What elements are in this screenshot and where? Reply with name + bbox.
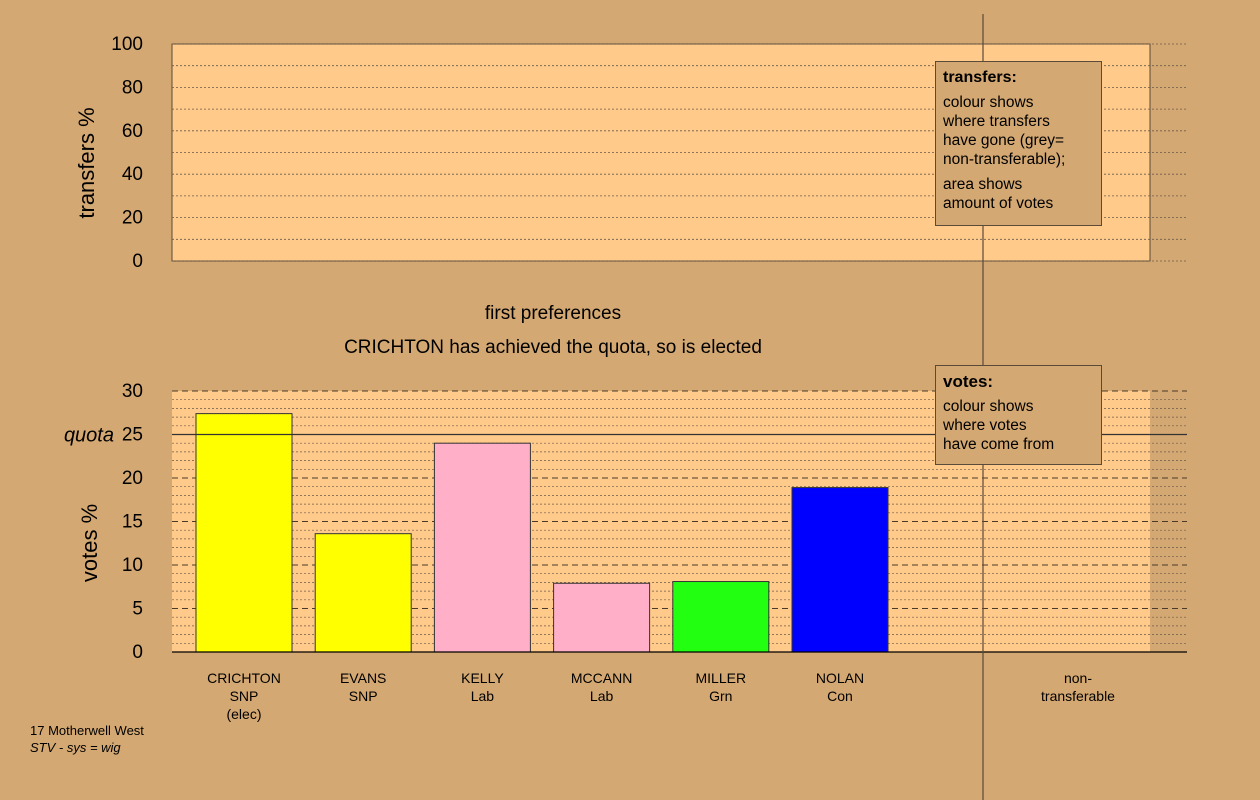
chart-title: first preferences (485, 303, 621, 324)
legend-line: have come from (943, 436, 1055, 453)
votes-tick-label: 20 (122, 468, 143, 489)
transfers-tick-label: 0 (132, 251, 143, 272)
legend-line: non-transferable); (943, 151, 1066, 168)
candidate-label: (elec) (226, 706, 261, 722)
candidate-label: Con (827, 688, 853, 704)
bar-miller (672, 581, 770, 653)
legend-line: where transfers (943, 113, 1050, 130)
legend-line: colour shows (943, 398, 1034, 415)
nontransferable-label-line2: transferable (1041, 688, 1115, 704)
candidate-label: SNP (349, 688, 378, 704)
transfers-legend-box: transfers: colour shows where transfers … (935, 61, 1102, 226)
votes-bars (195, 413, 889, 653)
transfers-legend-text-2: area shows amount of votes (943, 175, 1094, 213)
chart-subtitle: CRICHTON has achieved the quota, so is e… (344, 337, 762, 358)
bar-mccann (553, 582, 651, 653)
votes-tick-label: 0 (132, 642, 143, 663)
votes-tick-labels: 0 5 10 15 20 25 30 (122, 381, 143, 663)
candidate-label: EVANS (340, 670, 386, 686)
transfers-tick-label: 80 (122, 77, 143, 98)
system-label: STV - sys = wig (30, 740, 121, 755)
transfers-tick-label: 20 (122, 208, 143, 229)
bar-kelly (433, 442, 531, 653)
votes-y-axis-label: votes % (77, 504, 102, 582)
candidate-label: MCCANN (571, 670, 632, 686)
candidate-label: Grn (709, 688, 732, 704)
transfers-tick-label: 40 (122, 164, 143, 185)
candidate-labels: CRICHTON SNP (elec) EVANS SNP KELLY Lab MCCANN L… (207, 670, 864, 722)
votes-tick-label: 25 (122, 425, 143, 446)
legend-line: amount of votes (943, 195, 1054, 212)
bar-crichton (195, 413, 293, 653)
ward-name: 17 Motherwell West (30, 723, 144, 738)
candidate-label: MILLER (696, 670, 747, 686)
candidate-label: Lab (590, 688, 614, 704)
candidate-label: Lab (471, 688, 495, 704)
votes-tick-label: 30 (122, 381, 143, 402)
votes-legend-box: votes: colour shows where votes have com… (935, 365, 1102, 465)
votes-tick-label: 5 (132, 599, 143, 620)
candidate-label: NOLAN (816, 670, 864, 686)
bar-evans (314, 533, 412, 653)
transfers-y-axis-label: transfers % (74, 107, 99, 218)
candidate-label: CRICHTON (207, 670, 281, 686)
candidate-label: SNP (230, 688, 259, 704)
transfers-tick-label: 100 (111, 34, 143, 55)
transfers-tick-label: 60 (122, 121, 143, 142)
quota-label: quota (64, 425, 114, 447)
votes-tick-label: 15 (122, 512, 143, 533)
bar-nolan (791, 487, 889, 653)
votes-tick-label: 10 (122, 555, 143, 576)
candidate-label: KELLY (461, 670, 504, 686)
transfers-tick-labels: 0 20 40 60 80 100 (111, 34, 143, 272)
legend-line: area shows (943, 176, 1023, 193)
legend-line: have gone (grey= (943, 132, 1065, 149)
votes-legend-title: votes: (943, 372, 994, 391)
transfers-legend-text-1: colour shows where transfers have gone (… (943, 93, 1094, 169)
footer: 17 Motherwell West STV - sys = wig (30, 722, 144, 756)
legend-line: where votes (943, 417, 1027, 434)
legend-line: colour shows (943, 94, 1034, 111)
transfers-legend-title: transfers: (943, 69, 1017, 86)
nontransferable-label-line1: non- (1064, 670, 1092, 686)
